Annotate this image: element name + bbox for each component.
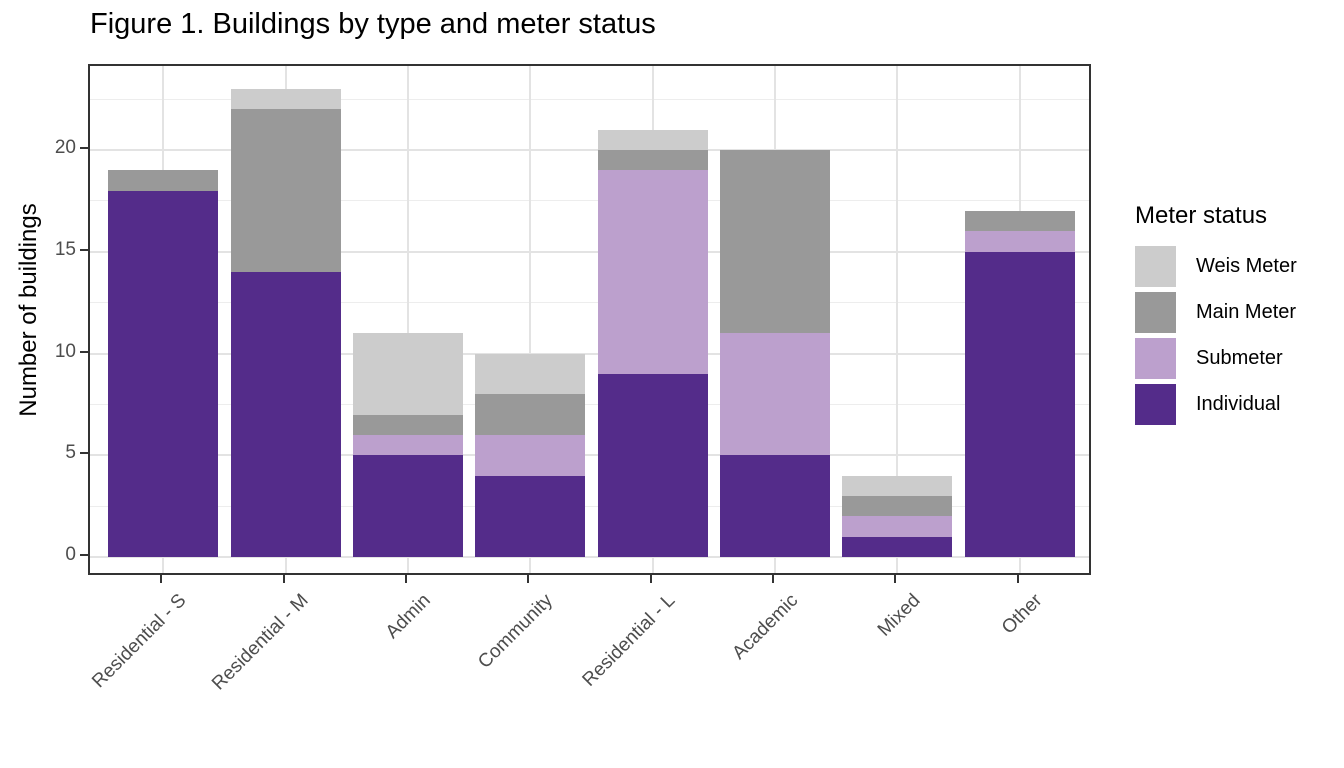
gridline-major-v bbox=[529, 66, 532, 573]
y-tick-label: 5 bbox=[65, 442, 76, 464]
bar-admin bbox=[353, 66, 464, 573]
panel-inner bbox=[90, 66, 1089, 573]
x-tick-label: Other bbox=[998, 590, 1047, 639]
x-tick-mark bbox=[527, 575, 530, 583]
bar-segment-individual bbox=[475, 475, 586, 557]
x-tick-label: Community bbox=[474, 590, 558, 673]
x-tick-label: Mixed bbox=[873, 590, 925, 641]
legend-key-swatch bbox=[1135, 338, 1176, 379]
x-tick-mark bbox=[282, 575, 285, 583]
y-tick-label: 15 bbox=[54, 238, 76, 260]
x-tick-label: Residential - L bbox=[578, 590, 680, 691]
legend-item-label: Weis Meter bbox=[1196, 255, 1297, 277]
bar-mixed bbox=[842, 66, 953, 573]
legend-items: Weis Meter Main Meter Submeter Individual bbox=[1135, 246, 1297, 425]
bar-residential-s bbox=[108, 66, 219, 573]
bar-segment-submeter bbox=[720, 333, 830, 456]
bar-segment-main-meter bbox=[108, 170, 219, 191]
bar-segment-weis-meter bbox=[353, 333, 464, 415]
legend-key-swatch bbox=[1135, 292, 1176, 333]
legend-key-swatch bbox=[1135, 246, 1176, 287]
bar-segment-individual bbox=[597, 373, 708, 557]
x-tick-label: Residential - S bbox=[88, 590, 191, 693]
x-tick-mark bbox=[772, 575, 774, 583]
gridline-major bbox=[90, 352, 1089, 355]
bar-other bbox=[964, 66, 1075, 573]
bar-segment-main-meter bbox=[842, 495, 953, 517]
gridline-major-v bbox=[407, 66, 410, 573]
gridline-minor bbox=[90, 98, 1089, 100]
bar-segment-individual bbox=[964, 251, 1075, 557]
bar-academic bbox=[720, 66, 830, 573]
bar-segment-individual bbox=[230, 272, 341, 557]
bar-segment-submeter bbox=[842, 516, 953, 537]
legend-title: Meter status bbox=[1135, 202, 1268, 229]
bar-residential-l bbox=[597, 66, 708, 573]
x-tick-mark bbox=[160, 575, 163, 583]
gridline-minor bbox=[90, 505, 1089, 507]
y-axis-title: Number of buildings bbox=[15, 203, 42, 417]
bar-segment-submeter bbox=[597, 170, 708, 374]
bar-segment-weis-meter bbox=[230, 88, 341, 110]
bar-segment-individual bbox=[108, 190, 219, 557]
bar-segment-weis-meter bbox=[475, 353, 586, 395]
legend-item-individual: Individual bbox=[1135, 384, 1297, 425]
bar-segment-main-meter bbox=[230, 109, 341, 273]
bar-segment-main-meter bbox=[964, 211, 1075, 232]
y-tick-mark bbox=[80, 350, 88, 353]
y-tick-label: 0 bbox=[65, 544, 76, 565]
x-tick-mark bbox=[894, 575, 897, 583]
bar-segment-main-meter bbox=[720, 150, 830, 334]
bar-residential-m bbox=[230, 66, 341, 573]
gridline-major-v bbox=[896, 66, 899, 573]
gridline-minor bbox=[90, 302, 1089, 304]
gridline-minor bbox=[90, 403, 1089, 405]
bar-segment-submeter bbox=[475, 434, 586, 476]
gridline-major bbox=[90, 149, 1089, 151]
bar-segment-main-meter bbox=[353, 414, 464, 435]
x-tick-label: Admin bbox=[381, 590, 435, 643]
legend-item-label: Submeter bbox=[1196, 347, 1283, 369]
legend-item-label: Individual bbox=[1196, 393, 1281, 415]
legend: Meter status Weis Meter Main Meter Submete… bbox=[1135, 202, 1297, 430]
x-tick-label: Academic bbox=[728, 590, 802, 664]
gridline-major bbox=[90, 454, 1089, 457]
legend-item-submeter: Submeter bbox=[1135, 338, 1297, 379]
bar-segment-submeter bbox=[353, 434, 464, 456]
bar-segment-weis-meter bbox=[597, 129, 708, 150]
x-tick-mark bbox=[649, 575, 652, 583]
gridline-major bbox=[90, 250, 1089, 253]
bar-segment-individual bbox=[720, 455, 830, 557]
x-tick-mark bbox=[1016, 575, 1019, 583]
y-tick-label: 10 bbox=[54, 340, 76, 362]
legend-item-weis-meter: Weis Meter bbox=[1135, 246, 1297, 287]
y-tick-label: 20 bbox=[54, 137, 76, 158]
gridline-minor bbox=[90, 200, 1089, 202]
legend-item-main-meter: Main Meter bbox=[1135, 292, 1297, 333]
y-tick-mark bbox=[80, 248, 88, 251]
y-tick-mark bbox=[80, 554, 88, 556]
plot-panel bbox=[88, 64, 1091, 575]
bar-segment-individual bbox=[353, 455, 464, 557]
legend-item-label: Main Meter bbox=[1196, 301, 1297, 323]
bar-segment-individual bbox=[842, 536, 953, 557]
x-tick-label: Residential - M bbox=[208, 590, 313, 695]
legend-key-swatch bbox=[1135, 384, 1176, 425]
bar-segment-weis-meter bbox=[842, 475, 953, 496]
y-tick-mark bbox=[80, 147, 88, 149]
y-tick-mark bbox=[80, 452, 88, 455]
bar-segment-main-meter bbox=[475, 394, 586, 435]
bar-community bbox=[475, 66, 586, 573]
gridline-major bbox=[90, 556, 1089, 558]
chart-title: Figure 1. Buildings by type and meter st… bbox=[90, 8, 656, 40]
x-tick-mark bbox=[405, 575, 408, 583]
bar-segment-main-meter bbox=[597, 150, 708, 171]
bar-segment-submeter bbox=[964, 231, 1075, 252]
